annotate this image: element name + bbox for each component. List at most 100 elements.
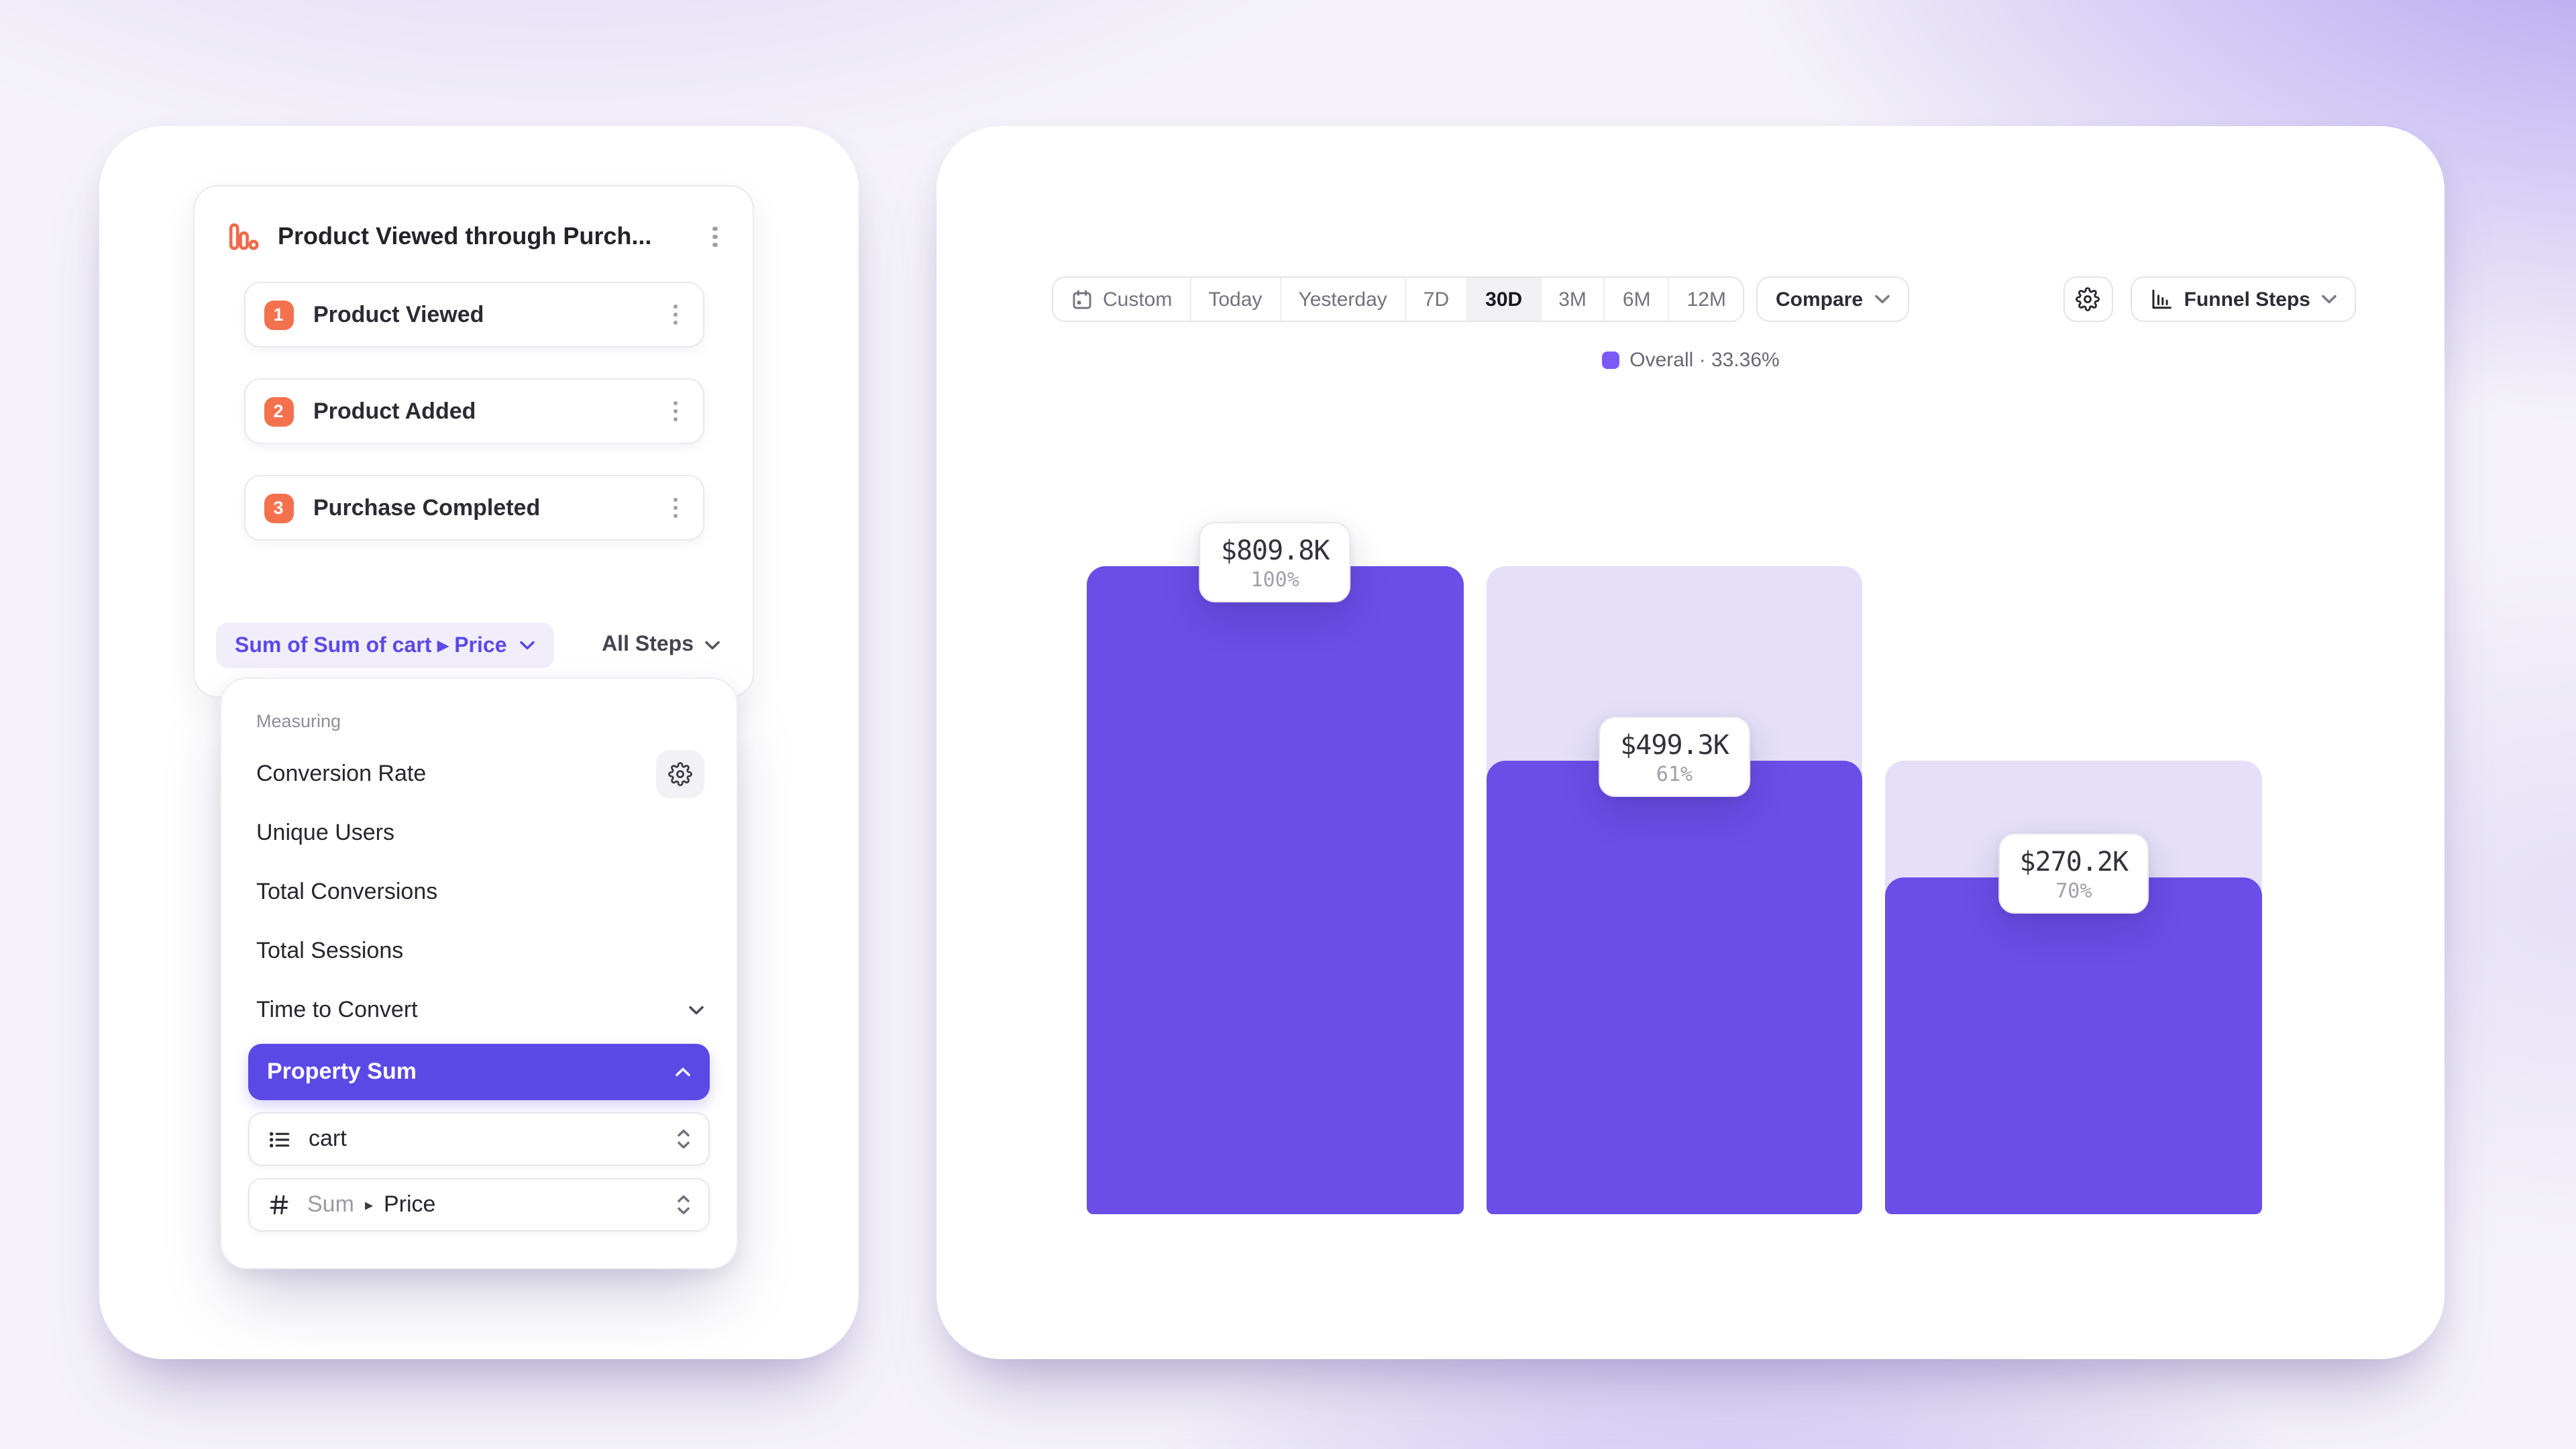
updown-chevrons-icon: [676, 1194, 691, 1216]
funnel-card-header: Product Viewed through Purch...: [195, 186, 753, 254]
menu-item-label: Total Conversions: [256, 879, 438, 904]
chart-type-label: Funnel Steps: [2184, 288, 2310, 311]
chart-toolbar: Custom Today Yesterday 7D 30D 3M 6M 12M Compare…: [1052, 276, 2356, 322]
chevron-down-icon: [688, 1005, 704, 1016]
date-range-label: 3M: [1558, 288, 1587, 311]
menu-item-total-conversions[interactable]: Total Conversions: [248, 863, 710, 922]
list-icon: [267, 1126, 292, 1152]
menu-item-label: Total Sessions: [256, 938, 404, 963]
compare-button[interactable]: Compare: [1756, 276, 1909, 322]
step-label: Product Viewed: [313, 301, 484, 327]
date-range-3m[interactable]: 3M: [1541, 278, 1605, 321]
chevron-down-icon: [1874, 294, 1890, 305]
date-range-today[interactable]: Today: [1191, 278, 1281, 321]
tooltip-value: $499.3K: [1620, 729, 1729, 761]
chart-type-dropdown[interactable]: Funnel Steps: [2130, 276, 2356, 322]
bar-converted: [1885, 877, 2263, 1214]
measuring-section-label: Measuring: [256, 711, 341, 731]
funnel-builder-panel: Product Viewed through Purch... 1 Produc…: [99, 126, 859, 1359]
legend-swatch: [1601, 352, 1619, 369]
date-range-6m[interactable]: 6M: [1605, 278, 1670, 321]
aggregation-select-value: Sum ▸ Price: [307, 1191, 660, 1218]
property-select[interactable]: cart: [248, 1112, 710, 1166]
chevron-down-icon: [2321, 294, 2337, 305]
conversion-rate-settings-button[interactable]: [656, 750, 704, 798]
measurement-pill[interactable]: Sum of Sum of cart ▸ Price: [216, 623, 554, 668]
funnel-step-row[interactable]: 1 Product Viewed: [244, 282, 704, 347]
funnel-report-icon: [227, 220, 260, 254]
step-label: Product Added: [313, 398, 476, 423]
date-range-label: 6M: [1622, 288, 1651, 311]
menu-item-label: Property Sum: [267, 1059, 417, 1084]
date-range-12m[interactable]: 12M: [1669, 278, 1743, 321]
gear-icon: [2076, 287, 2100, 311]
menu-item-unique-users[interactable]: Unique Users: [248, 804, 710, 863]
tooltip-pct: 70%: [2055, 879, 2092, 903]
kebab-menu-icon[interactable]: [662, 397, 689, 426]
date-range-label: 30D: [1485, 288, 1523, 311]
menu-item-conversion-rate[interactable]: Conversion Rate: [248, 745, 710, 804]
aggregation-select[interactable]: Sum ▸ Price: [248, 1178, 710, 1232]
date-range-label: 7D: [1423, 288, 1450, 311]
menu-item-property-sum[interactable]: Property Sum: [248, 1044, 710, 1100]
date-range-7d[interactable]: 7D: [1405, 278, 1468, 321]
tooltip-pct: 100%: [1250, 568, 1299, 592]
date-range-30d[interactable]: 30D: [1468, 278, 1542, 321]
date-range-label: 12M: [1686, 288, 1726, 311]
chevron-down-icon: [704, 640, 720, 651]
funnel-step-row[interactable]: 2 Product Added: [244, 378, 704, 444]
step-number-badge: 2: [264, 396, 293, 426]
funnel-bar-chart: $809.8K 100% $499.3K 61% $270.2K 70%: [1087, 522, 2263, 1214]
measurement-label: Sum of Sum of cart ▸ Price: [235, 635, 507, 657]
bar-converted: [1486, 760, 1863, 1214]
bar-tooltip: $809.8K 100%: [1199, 522, 1351, 602]
tooltip-pct: 61%: [1656, 762, 1693, 786]
compare-label: Compare: [1775, 288, 1864, 311]
date-range-label: Today: [1208, 288, 1263, 311]
funnel-bar-2[interactable]: $499.3K 61%: [1486, 566, 1863, 1214]
legend-label: Overall · 33.36%: [1629, 349, 1780, 372]
toolbar-right-group: Funnel Steps: [2063, 276, 2356, 322]
breadcrumb-arrow: ▸: [364, 1195, 373, 1214]
funnel-step-row[interactable]: 3 Purchase Completed: [244, 475, 704, 541]
menu-item-label: Conversion Rate: [256, 761, 427, 786]
kebab-menu-icon[interactable]: [702, 223, 729, 252]
all-steps-dropdown[interactable]: All Steps: [599, 628, 723, 663]
measuring-menu: Measuring Conversion Rate Unique Users T…: [220, 678, 738, 1269]
date-range-custom[interactable]: Custom: [1053, 278, 1191, 321]
menu-item-label: Unique Users: [256, 820, 394, 845]
bar-tooltip: $270.2K 70%: [1998, 833, 2150, 914]
menu-item-label: Time to Convert: [256, 997, 418, 1022]
funnel-bar-1[interactable]: $809.8K 100%: [1087, 522, 1464, 1214]
date-range-tabs: Custom Today Yesterday 7D 30D 3M 6M 12M: [1052, 276, 1745, 322]
step-label: Purchase Completed: [313, 494, 541, 520]
date-range-yesterday[interactable]: Yesterday: [1281, 278, 1406, 321]
kebab-menu-icon[interactable]: [662, 494, 689, 523]
bar-converted: [1087, 566, 1464, 1214]
date-range-label: Yesterday: [1298, 288, 1387, 311]
funnel-title: Product Viewed through Purch...: [278, 223, 652, 250]
kebab-menu-icon[interactable]: [662, 301, 689, 329]
funnel-steps-list: 1 Product Viewed 2 Product Added 3 Purch…: [195, 282, 753, 541]
funnel-card: Product Viewed through Purch... 1 Produc…: [193, 185, 754, 698]
legend: Overall · 33.36%: [936, 349, 2445, 372]
chart-panel: Custom Today Yesterday 7D 30D 3M 6M 12M Compare…: [936, 126, 2445, 1359]
menu-item-time-to-convert[interactable]: Time to Convert: [248, 981, 710, 1040]
chart-settings-button[interactable]: [2063, 276, 2113, 322]
bar-tooltip: $499.3K 61%: [1599, 716, 1750, 797]
date-range-label: Custom: [1103, 288, 1173, 311]
funnel-bar-3[interactable]: $270.2K 70%: [1885, 566, 2263, 1214]
funnel-card-footer: Sum of Sum of cart ▸ Price All Steps: [216, 623, 723, 668]
measuring-menu-items: Conversion Rate Unique Users Total Conve…: [248, 745, 710, 1100]
chevron-down-icon: [519, 640, 535, 651]
calendar-icon: [1071, 288, 1093, 311]
aggregation-prefix: Sum: [307, 1191, 354, 1217]
hash-icon: [267, 1193, 291, 1217]
step-number-badge: 3: [264, 493, 293, 523]
all-steps-label: All Steps: [602, 633, 694, 656]
menu-item-total-sessions[interactable]: Total Sessions: [248, 922, 710, 981]
aggregation-property: Price: [384, 1191, 436, 1217]
tooltip-value: $809.8K: [1220, 534, 1330, 566]
step-number-badge: 1: [264, 300, 293, 329]
